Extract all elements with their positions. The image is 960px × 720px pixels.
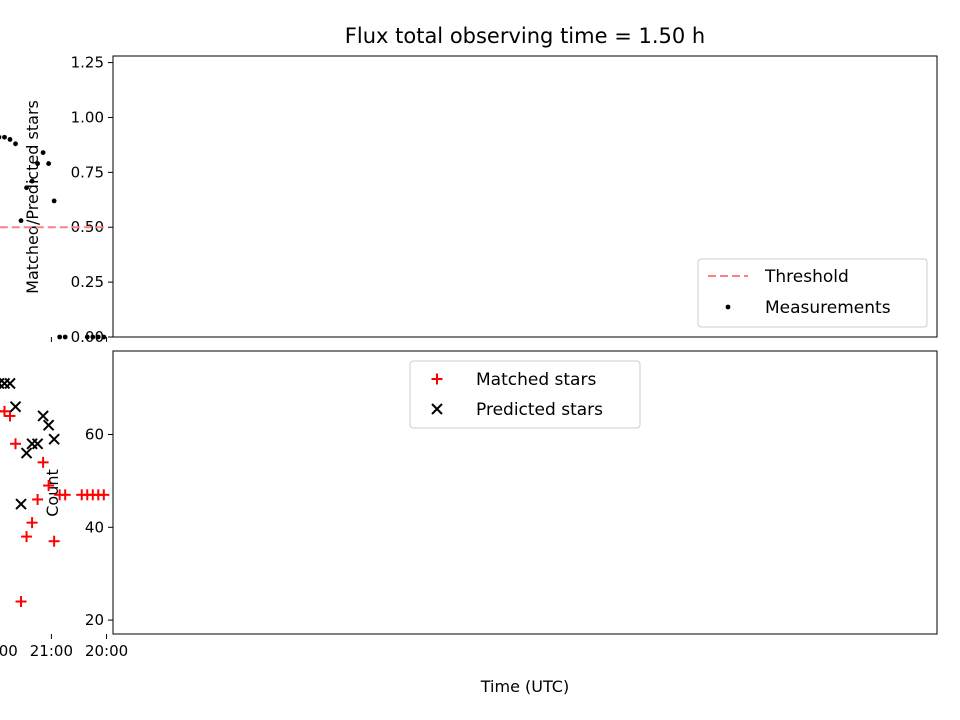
measurement-point: [35, 161, 40, 166]
x-tick-label: 22:00: [0, 642, 18, 660]
predicted-star-point: [15, 498, 27, 510]
predicted-star-point: [26, 438, 38, 450]
legend-threshold-label: Threshold: [764, 267, 849, 287]
measurement-point: [51, 198, 57, 204]
top-panel: 0.000.250.500.751.001.25ThresholdMeasure…: [0, 54, 938, 346]
legend-box: [409, 360, 641, 429]
legend-matched-label: Matched stars: [476, 370, 596, 390]
y-tick-label: 1.25: [71, 54, 104, 72]
predicted-star-point: [20, 447, 33, 459]
legend-box: [697, 258, 928, 328]
measurement-point: [29, 178, 35, 184]
y-tick-label: 0.75: [71, 163, 104, 181]
predicted-star-point: [37, 410, 49, 422]
matched-star-point: [26, 517, 38, 529]
matched-star-point: [10, 438, 22, 450]
y-tick-label: 1.00: [71, 108, 104, 126]
measurement-point: [57, 334, 63, 340]
matched-star-point: [48, 535, 60, 547]
measurement-point: [62, 334, 68, 340]
matched-star-point: [43, 480, 55, 492]
axes-frame: [112, 55, 938, 338]
bottom-panel: 20:0021:0022:0023:0000:0001:0002:0003:00…: [0, 350, 938, 660]
matched-star-point: [76, 489, 88, 501]
measurement-point: [84, 334, 90, 340]
matched-star-point: [15, 596, 27, 608]
top-y-axis-label: Matched/Predicted stars: [23, 100, 42, 294]
y-tick-label: 60: [85, 426, 104, 444]
matched-star-point: [37, 456, 49, 468]
predicted-star-point: [42, 419, 55, 431]
measurement-point: [101, 334, 107, 340]
matched-star-point: [0, 410, 5, 413]
y-tick-label: 20: [85, 611, 104, 629]
measurement-point: [95, 334, 101, 340]
measurement-point: [24, 185, 29, 191]
legend-matched-swatch: [431, 373, 443, 385]
measurement-point: [2, 134, 7, 140]
matched-star-point: [21, 531, 33, 543]
x-tick-label: 21:00: [30, 642, 73, 660]
x-axis-label: Time (UTC): [480, 677, 569, 696]
measurement-point: [46, 161, 52, 166]
predicted-star-point: [0, 377, 5, 390]
y-tick-label: 40: [85, 518, 104, 536]
measurement-point: [13, 141, 18, 147]
legend-measurement-swatch: [725, 304, 731, 310]
y-tick-label: 0.25: [71, 273, 104, 291]
matched-star-point: [32, 493, 44, 505]
axes-frame: [112, 350, 938, 635]
matched-star-point: [54, 489, 66, 501]
legend-measurement-label: Measurements: [765, 298, 891, 318]
measurement-point: [7, 137, 13, 142]
legend-predicted-label: Predicted stars: [476, 400, 603, 420]
matched-star-point: [4, 410, 16, 422]
measurement-point: [0, 135, 2, 140]
legend-predicted-swatch: [431, 403, 443, 415]
chart-title: Flux total observing time = 1.50 h: [345, 24, 705, 48]
measurement-point: [40, 150, 46, 155]
predicted-star-point: [48, 433, 60, 445]
x-tick-label: 20:00: [85, 642, 128, 660]
predicted-star-point: [9, 400, 22, 413]
measurement-point: [18, 218, 24, 224]
measurement-point: [90, 334, 96, 340]
